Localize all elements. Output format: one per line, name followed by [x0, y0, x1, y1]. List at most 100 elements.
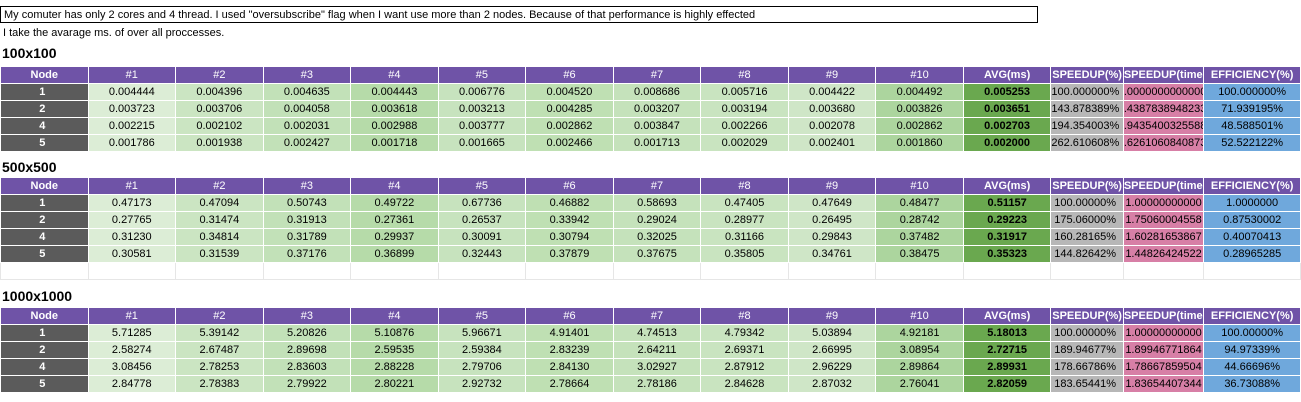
- table-cell[interactable]: 2.83603: [262, 358, 352, 376]
- table-cell[interactable]: 100.00000%: [1203, 324, 1301, 342]
- table-cell[interactable]: 2.78186: [612, 375, 702, 393]
- table-cell[interactable]: 0.004444: [87, 83, 177, 101]
- empty-cell[interactable]: [350, 262, 439, 280]
- table-cell[interactable]: 2.66995: [787, 341, 877, 359]
- table-cell[interactable]: 0.34814: [175, 228, 264, 246]
- column-header[interactable]: #8: [700, 66, 789, 84]
- table-cell[interactable]: 0.003194: [700, 100, 789, 118]
- column-header[interactable]: #3: [262, 177, 352, 195]
- table-cell[interactable]: 0.003723: [87, 100, 177, 118]
- empty-cell[interactable]: [1203, 262, 1301, 280]
- table-cell[interactable]: 0.31913: [262, 211, 352, 229]
- table-cell[interactable]: 0.002029: [700, 134, 789, 152]
- table-cell[interactable]: 2.89698: [262, 341, 352, 359]
- table-cell[interactable]: 0.87530002: [1203, 211, 1301, 229]
- table-cell[interactable]: 0.002862: [875, 117, 964, 135]
- table-cell[interactable]: 2.78383: [175, 375, 264, 393]
- column-header[interactable]: SPEEDUP(times): [1122, 177, 1205, 195]
- column-header[interactable]: #6: [525, 66, 614, 84]
- table-cell[interactable]: 0.004520: [525, 83, 614, 101]
- table-cell[interactable]: 0.002988: [350, 117, 439, 135]
- table-cell[interactable]: 0.31539: [175, 245, 264, 263]
- empty-cell[interactable]: [612, 262, 702, 280]
- table-cell[interactable]: 0.51157: [962, 194, 1052, 212]
- note-line-2[interactable]: I take the avarage ms. of over all procc…: [3, 27, 225, 39]
- table-cell[interactable]: 2.96229: [787, 358, 877, 376]
- table-cell[interactable]: 1.00000000000: [1122, 194, 1205, 212]
- table-cell[interactable]: 2.79922: [262, 375, 352, 393]
- table-cell[interactable]: 5.03894: [787, 324, 877, 342]
- column-header[interactable]: Node: [0, 66, 89, 84]
- table-cell[interactable]: 0.30091: [437, 228, 527, 246]
- node-count-cell[interactable]: 1: [0, 83, 89, 101]
- table-cell[interactable]: 0.48477: [875, 194, 964, 212]
- node-count-cell[interactable]: 2: [0, 100, 89, 118]
- table-cell[interactable]: 0.001665: [437, 134, 527, 152]
- empty-cell[interactable]: [787, 262, 877, 280]
- column-header[interactable]: #6: [525, 307, 614, 325]
- table-cell[interactable]: 160.28165%: [1050, 228, 1124, 246]
- table-cell[interactable]: 2.84628: [700, 375, 789, 393]
- table-cell[interactable]: 183.65441%: [1050, 375, 1124, 393]
- table-cell[interactable]: 0.001786: [87, 134, 177, 152]
- table-cell[interactable]: .943540032558834: [1122, 117, 1205, 135]
- table-cell[interactable]: 5.18013: [962, 324, 1052, 342]
- column-header[interactable]: #3: [262, 66, 352, 84]
- table-cell[interactable]: 2.58274: [87, 341, 177, 359]
- table-cell[interactable]: 0.001713: [612, 134, 702, 152]
- column-header[interactable]: Node: [0, 307, 89, 325]
- column-header[interactable]: SPEEDUP(%): [1050, 66, 1124, 84]
- column-header[interactable]: SPEEDUP(%): [1050, 177, 1124, 195]
- table-cell[interactable]: 2.92732: [437, 375, 527, 393]
- empty-cell[interactable]: [1122, 262, 1205, 280]
- column-header[interactable]: #9: [787, 307, 877, 325]
- table-cell[interactable]: 144.82642%: [1050, 245, 1124, 263]
- table-cell[interactable]: 5.96671: [437, 324, 527, 342]
- table-cell[interactable]: .626106084087391: [1122, 134, 1205, 152]
- table-cell[interactable]: 178.66786%: [1050, 358, 1124, 376]
- column-header[interactable]: #2: [175, 307, 264, 325]
- empty-cell[interactable]: [1050, 262, 1124, 280]
- table-cell[interactable]: 0.31474: [175, 211, 264, 229]
- table-cell[interactable]: 0.46882: [525, 194, 614, 212]
- table-cell[interactable]: 71.939195%: [1203, 100, 1301, 118]
- table-cell[interactable]: 262.610608%: [1050, 134, 1124, 152]
- table-cell[interactable]: 0.35323: [962, 245, 1052, 263]
- column-header[interactable]: #7: [612, 66, 702, 84]
- table-cell[interactable]: 3.08456: [87, 358, 177, 376]
- column-header[interactable]: #10: [875, 66, 964, 84]
- table-cell[interactable]: 0.004285: [525, 100, 614, 118]
- table-cell[interactable]: 0.67736: [437, 194, 527, 212]
- table-cell[interactable]: 0.003618: [350, 100, 439, 118]
- column-header[interactable]: #1: [87, 177, 177, 195]
- table-cell[interactable]: 0.29223: [962, 211, 1052, 229]
- table-cell[interactable]: 0.002266: [700, 117, 789, 135]
- table-cell[interactable]: 0.37176: [262, 245, 352, 263]
- node-count-cell[interactable]: 4: [0, 117, 89, 135]
- table-cell[interactable]: 0.58693: [612, 194, 702, 212]
- table-cell[interactable]: 0.28742: [875, 211, 964, 229]
- table-cell[interactable]: 100.000000%: [1050, 83, 1124, 101]
- table-cell[interactable]: 100.000000%: [1203, 83, 1301, 101]
- table-cell[interactable]: 0.33942: [525, 211, 614, 229]
- column-header[interactable]: Node: [0, 177, 89, 195]
- table-cell[interactable]: 0.001860: [875, 134, 964, 152]
- table-cell[interactable]: 0.002000: [962, 134, 1052, 152]
- note-line-1[interactable]: My comuter has only 2 cores and 4 thread…: [0, 6, 1038, 23]
- column-header[interactable]: AVG(ms): [962, 307, 1052, 325]
- table-cell[interactable]: 0.36899: [350, 245, 439, 263]
- table-cell[interactable]: 2.89931: [962, 358, 1052, 376]
- node-count-cell[interactable]: 5: [0, 245, 89, 263]
- node-count-cell[interactable]: 5: [0, 134, 89, 152]
- column-header[interactable]: #8: [700, 307, 789, 325]
- table-cell[interactable]: 2.67487: [175, 341, 264, 359]
- table-cell[interactable]: 0.004492: [875, 83, 964, 101]
- table-cell[interactable]: 0.29024: [612, 211, 702, 229]
- node-count-cell[interactable]: 5: [0, 375, 89, 393]
- empty-cell[interactable]: [175, 262, 264, 280]
- table-cell[interactable]: 0.47173: [87, 194, 177, 212]
- table-cell[interactable]: 1.60281653867: [1122, 228, 1205, 246]
- column-header[interactable]: #5: [437, 307, 527, 325]
- column-header[interactable]: SPEEDUP(times): [1122, 307, 1205, 325]
- table-cell[interactable]: 143.878389%: [1050, 100, 1124, 118]
